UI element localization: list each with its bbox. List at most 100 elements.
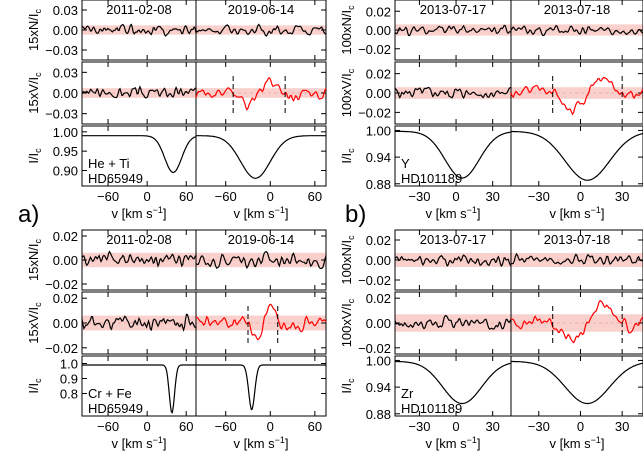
y-tick-label: 0.94 [366, 380, 391, 395]
y-tick-label: −0.02 [45, 341, 78, 356]
x-axis-label-superscript: −1 [591, 435, 601, 445]
stokes-i-curve [395, 130, 512, 179]
element-label: Cr + Fe [88, 386, 132, 401]
x-tick-label: 30 [485, 419, 499, 434]
epoch-date: 2019-06-14 [228, 2, 295, 17]
y-axis-label-subscript: c [33, 302, 43, 307]
x-axis-label: v [km s−1] [549, 435, 604, 451]
y-axis-label: 100xN/Ic [339, 235, 356, 285]
x-axis-label: v [km s−1] [425, 205, 480, 221]
stokes-i-curve [510, 360, 643, 405]
star-label: HD101189 [401, 401, 462, 416]
y-tick-label: 1.0 [60, 357, 78, 372]
stokes-v-curve [81, 313, 197, 333]
y-tick-label: −0.03 [45, 43, 78, 58]
stokes-n-curve [81, 23, 197, 37]
x-tick-label: 0 [577, 189, 584, 204]
epoch-date: 2013-07-17 [420, 2, 487, 17]
stokes-n-curve [510, 252, 643, 265]
x-axis-label: v [km s−1] [111, 435, 166, 451]
y-tick-label: 1.00 [366, 353, 391, 368]
y-axis-label-subscript: c [346, 148, 356, 153]
x-tick-label: −60 [215, 419, 237, 434]
plot-frame [394, 355, 643, 417]
y-tick-label: 0.00 [53, 86, 78, 101]
x-axis-label-superscript: −1 [153, 205, 163, 215]
y-axis-label: 15xN/Ic [26, 238, 43, 281]
x-tick-label: −60 [97, 419, 119, 434]
x-tick-label: 0 [144, 189, 151, 204]
y-axis-label-subscript: c [33, 8, 43, 13]
y-tick-label: −0.02 [358, 341, 391, 356]
x-tick-label: 30 [485, 189, 499, 204]
stokes-i-curve [196, 364, 326, 411]
x-axis-label-tail: ] [163, 206, 167, 221]
panel-letter: b) [345, 201, 366, 228]
x-tick-label: −30 [528, 419, 550, 434]
x-tick-label: 60 [308, 189, 322, 204]
panel-letter: a) [18, 201, 39, 228]
y-tick-label: 0.94 [366, 150, 391, 165]
y-tick-label: 0.88 [366, 407, 391, 422]
y-axis-label: 100xV/Ic [339, 68, 356, 117]
x-axis-label-superscript: −1 [467, 205, 477, 215]
stokes-n-curve [394, 24, 512, 37]
x-tick-label: 0 [144, 419, 151, 434]
x-tick-label: 30 [615, 189, 629, 204]
epoch-date: 2011-02-08 [106, 232, 172, 247]
y-tick-label: 0.02 [366, 67, 391, 82]
uncertainty-band [395, 314, 643, 332]
y-axis-label-subscript: c [33, 148, 43, 153]
y-axis-label: 100xV/Ic [339, 298, 356, 347]
x-tick-label: 0 [267, 189, 274, 204]
x-axis-label-tail: ] [285, 436, 289, 451]
y-tick-label: 0.03 [53, 3, 78, 18]
x-tick-label: −30 [408, 189, 430, 204]
x-axis-label: v [km s−1] [233, 435, 288, 451]
y-axis-label-subscript: c [346, 235, 356, 240]
epoch-date: 2013-07-18 [544, 2, 611, 17]
epoch-date: 2013-07-17 [420, 232, 487, 247]
stokes-v-curve [394, 86, 512, 100]
chart-panel-c: 0.020.00−0.0215xN/Ic0.020.00−0.0215xV/Ic… [26, 229, 327, 451]
x-tick-label: 0 [452, 189, 459, 204]
epoch-date: 2019-06-14 [228, 232, 295, 247]
plot-frame [81, 125, 327, 187]
stokes-n-curve [195, 251, 327, 270]
y-axis-label: I/Ic [26, 378, 43, 394]
x-axis-label: v [km s−1] [425, 435, 480, 451]
stokes-v-curve [195, 303, 327, 341]
y-tick-label: 0.02 [366, 4, 391, 19]
y-axis-label-subscript: c [346, 298, 356, 303]
stokes-n-curve [195, 23, 327, 37]
y-tick-label: 0.00 [366, 86, 391, 101]
y-tick-label: 0.95 [53, 144, 78, 159]
element-label: Zr [401, 386, 414, 401]
y-axis-label: 15xN/Ic [26, 8, 43, 51]
x-tick-label: 0 [452, 419, 459, 434]
x-tick-label: −30 [528, 189, 550, 204]
stokes-n-curve [81, 250, 197, 268]
x-axis-label-tail: ] [285, 206, 289, 221]
x-axis-label-tail: ] [477, 206, 481, 221]
stokes-v-curve [81, 85, 197, 99]
y-axis-label-subscript: c [33, 378, 43, 383]
y-tick-label: 0.02 [366, 291, 391, 306]
epoch-date: 2013-07-18 [544, 232, 611, 247]
epoch-date: 2011-02-08 [106, 2, 172, 17]
x-tick-label: 60 [179, 189, 193, 204]
element-label: Y [401, 156, 410, 171]
x-tick-label: 0 [577, 419, 584, 434]
y-axis-label: 15xV/Ic [26, 72, 43, 114]
x-axis-label: v [km s−1] [549, 205, 604, 221]
stokes-i-curve [82, 135, 197, 174]
y-axis-label: I/Ic [26, 148, 43, 164]
chart-panel-b: 0.020.00−0.02100xN/Ic0.020.00−0.02100xV/… [339, 0, 643, 228]
y-axis-label: I/Ic [339, 378, 356, 394]
stokes-v-curve [510, 76, 643, 116]
x-axis-label-tail: ] [601, 436, 605, 451]
x-tick-label: −30 [408, 419, 430, 434]
y-axis-label-subscript: c [346, 5, 356, 10]
y-axis-label-subscript: c [33, 238, 43, 243]
